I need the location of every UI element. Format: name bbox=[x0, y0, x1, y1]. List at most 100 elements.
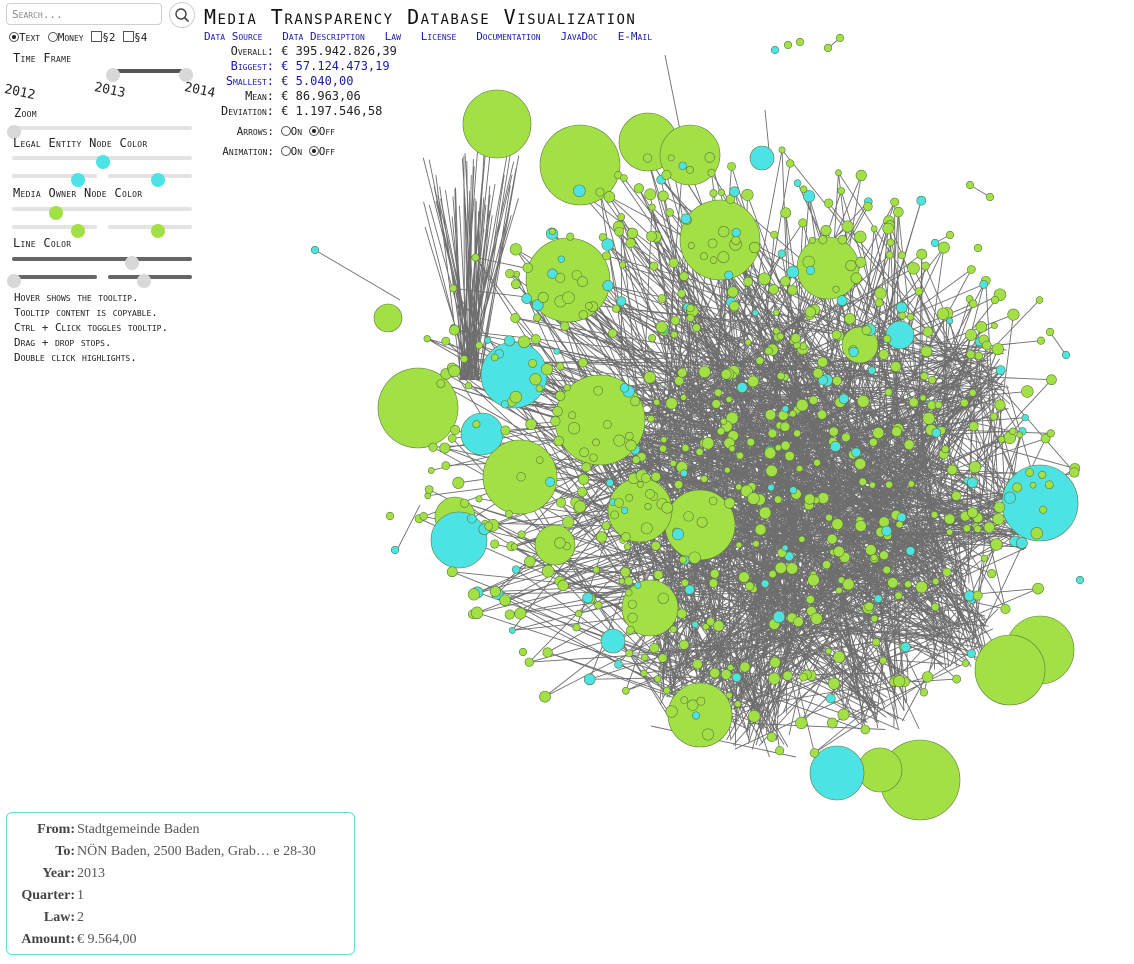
legal-entity-node[interactable] bbox=[545, 476, 556, 487]
media-owner-node[interactable] bbox=[685, 165, 694, 174]
media-owner-node[interactable] bbox=[758, 272, 771, 285]
legal-entity-node[interactable] bbox=[777, 249, 786, 258]
media-owner-node[interactable] bbox=[624, 576, 634, 586]
media-owner-node[interactable] bbox=[786, 562, 799, 575]
media-owner-node[interactable] bbox=[826, 533, 838, 545]
legal-entity-node[interactable] bbox=[605, 478, 614, 487]
media-owner-lightness-handle[interactable] bbox=[151, 224, 165, 238]
media-owner-node[interactable] bbox=[562, 516, 575, 529]
media-owner-node[interactable] bbox=[968, 299, 978, 309]
legal-entity-node[interactable] bbox=[692, 711, 701, 720]
media-owner-node[interactable] bbox=[524, 657, 534, 667]
media-owner-node[interactable] bbox=[601, 521, 611, 531]
media-owner-node[interactable] bbox=[707, 238, 718, 249]
legal-entity-node[interactable] bbox=[671, 528, 684, 541]
media-owner-node[interactable] bbox=[725, 691, 733, 699]
media-owner-node[interactable] bbox=[577, 486, 588, 497]
media-owner-node[interactable] bbox=[613, 434, 626, 447]
media-owner-node[interactable] bbox=[680, 696, 689, 705]
media-owner-node[interactable] bbox=[920, 345, 933, 358]
legal-entity-node[interactable] bbox=[830, 440, 842, 452]
media-owner-node[interactable] bbox=[885, 480, 893, 489]
legal-entity-node[interactable] bbox=[793, 179, 802, 187]
media-owner-node[interactable] bbox=[617, 213, 626, 221]
media-owner-node[interactable] bbox=[770, 230, 779, 239]
media-owner-node[interactable] bbox=[385, 511, 395, 521]
media-owner-node[interactable] bbox=[646, 230, 657, 242]
media-owner-node[interactable] bbox=[890, 361, 902, 373]
media-owner-node[interactable] bbox=[647, 415, 655, 423]
media-owner-node[interactable] bbox=[484, 521, 494, 531]
legal-entity-node[interactable] bbox=[531, 299, 544, 312]
stat-biggest[interactable]: Biggest: € 57.124.473,19 bbox=[202, 59, 397, 74]
media-owner-node[interactable] bbox=[914, 287, 924, 296]
media-owner-node[interactable] bbox=[746, 437, 756, 447]
media-owner-node[interactable] bbox=[665, 397, 678, 410]
media-owner-node[interactable] bbox=[799, 342, 808, 351]
media-owner-node[interactable] bbox=[449, 284, 458, 293]
media-owner-node[interactable] bbox=[718, 225, 730, 238]
legal-entity-node[interactable] bbox=[874, 594, 883, 604]
media-owner-node[interactable] bbox=[991, 342, 1004, 356]
media-owner-node[interactable] bbox=[723, 497, 736, 509]
media-owner-node[interactable] bbox=[709, 667, 721, 679]
media-owner-node[interactable] bbox=[669, 625, 678, 633]
media-owner-node[interactable] bbox=[578, 357, 588, 368]
media-owner-node[interactable] bbox=[644, 188, 657, 201]
legal-entity-node[interactable] bbox=[521, 293, 533, 304]
media-owner-node[interactable] bbox=[842, 578, 855, 591]
animation-off-radio[interactable] bbox=[308, 146, 319, 156]
media-owner-node[interactable] bbox=[825, 647, 832, 655]
legal-entity-node[interactable] bbox=[729, 186, 740, 197]
nav-link-license[interactable]: License bbox=[420, 30, 457, 43]
legal-entity-node[interactable] bbox=[460, 412, 504, 456]
media-owner-node[interactable] bbox=[729, 300, 740, 312]
media-owner-node[interactable] bbox=[945, 230, 955, 240]
time-frame-slider[interactable] bbox=[106, 68, 193, 82]
media-owner-node[interactable] bbox=[460, 498, 470, 508]
media-owner-node[interactable] bbox=[470, 606, 484, 620]
media-owner-node[interactable] bbox=[768, 672, 781, 685]
media-owner-node[interactable] bbox=[657, 294, 667, 303]
media-owner-node[interactable] bbox=[504, 510, 513, 518]
media-owner-node[interactable] bbox=[755, 356, 765, 365]
media-owner-node[interactable] bbox=[441, 461, 451, 470]
legal-entity-node[interactable] bbox=[781, 405, 790, 413]
media-owner-node[interactable] bbox=[509, 243, 522, 256]
media-owner-node[interactable] bbox=[972, 590, 983, 601]
media-owner-node[interactable] bbox=[907, 480, 915, 488]
media-owner-node[interactable] bbox=[549, 228, 556, 235]
legal-entity-node[interactable] bbox=[634, 581, 642, 589]
radio-money[interactable] bbox=[47, 32, 58, 42]
media-owner-node[interactable] bbox=[556, 497, 567, 508]
media-owner-node[interactable] bbox=[962, 524, 971, 533]
media-owner-node[interactable] bbox=[764, 346, 773, 356]
media-owner-node[interactable] bbox=[863, 201, 873, 212]
media-owner-node[interactable] bbox=[537, 291, 549, 303]
media-owner-node[interactable] bbox=[1007, 308, 1020, 321]
media-owner-node[interactable] bbox=[796, 399, 809, 412]
media-owner-node[interactable] bbox=[854, 520, 867, 532]
legal-entity-node[interactable] bbox=[946, 317, 954, 325]
media-owner-node[interactable] bbox=[922, 671, 934, 683]
media-owner-node[interactable] bbox=[620, 174, 628, 182]
legal-entity-node[interactable] bbox=[885, 320, 915, 350]
media-owner-node[interactable] bbox=[692, 323, 701, 333]
media-owner-node[interactable] bbox=[790, 333, 801, 344]
media-owner-node[interactable] bbox=[592, 566, 600, 574]
legal-entity-node[interactable] bbox=[995, 365, 1006, 376]
media-owner-node[interactable] bbox=[649, 642, 660, 654]
media-owner-node[interactable] bbox=[677, 289, 686, 298]
media-owner-node[interactable] bbox=[640, 473, 651, 483]
media-owner-node[interactable] bbox=[448, 364, 461, 378]
media-owner-node[interactable] bbox=[499, 594, 511, 607]
media-owner-node[interactable] bbox=[793, 429, 802, 438]
media-owner-node[interactable] bbox=[1039, 505, 1048, 514]
media-owner-node[interactable] bbox=[817, 356, 829, 368]
legal-entity-node[interactable] bbox=[760, 579, 770, 588]
media-owner-node[interactable] bbox=[687, 241, 695, 250]
media-owner-node[interactable] bbox=[974, 634, 1046, 706]
media-owner-node[interactable] bbox=[898, 311, 907, 320]
media-owner-node[interactable] bbox=[827, 677, 840, 690]
media-owner-node[interactable] bbox=[879, 550, 889, 561]
